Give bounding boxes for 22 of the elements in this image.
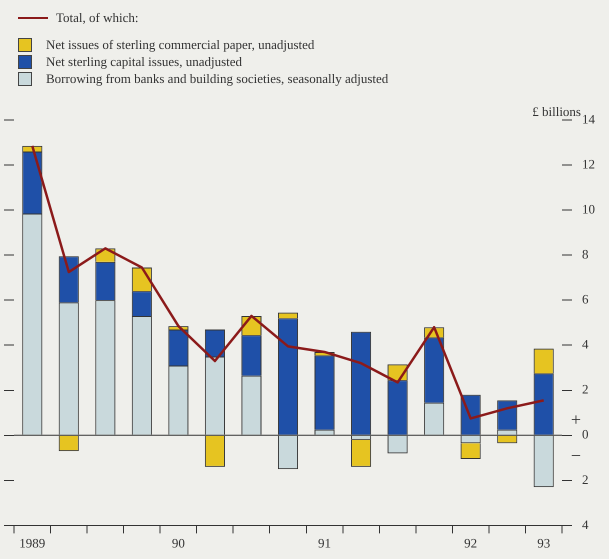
legend-label: Total, of which: [56,10,138,26]
x-tick-label: 90 [172,536,185,551]
text: − [570,445,582,466]
y-tick-label: 4 [582,336,589,352]
legend-label: Net sterling capital issues, unadjusted [46,54,242,70]
y-tick-label: 10 [582,202,595,217]
text: + [570,409,582,430]
legend-label: Net issues of sterling commercial paper, unadjusted [46,36,314,52]
legend-label: Borrowing from banks and building societies, seasonally adjusted [46,70,388,86]
y-tick-label: 6 [582,292,589,307]
y-tick-label: 14 [582,111,596,126]
x-tick-label: 92 [464,536,478,551]
x-tick-label: 1989 [19,536,46,551]
y-tick-label: 2 [582,472,588,487]
y-tick-label: 4 [582,516,589,532]
x-tick-label: 91 [318,536,332,551]
y-tick-label: 0 [582,426,588,442]
x-tick-label: 93 [537,536,550,551]
y-tick-label: 8 [582,246,588,262]
y-axis-title: £ billions [532,104,581,120]
y-tick-label: 12 [582,156,595,172]
y-tick-label: 2 [582,382,588,397]
